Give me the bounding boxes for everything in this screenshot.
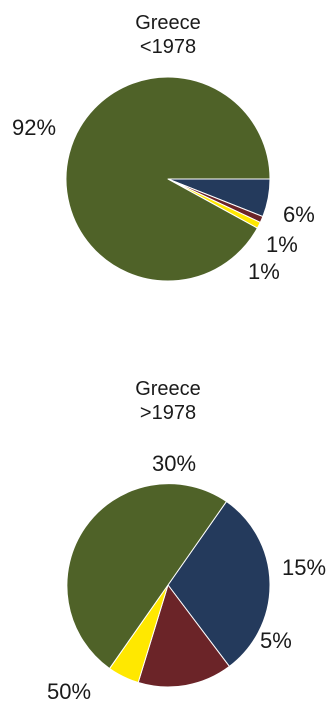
pie-slice-green [65,76,271,282]
pie-slice-maroon [137,584,230,688]
pie-svg [66,483,271,688]
pie-svg [65,76,271,282]
pie-chart-after-1978: Greece >1978 30% 15% 5% 50% [0,370,336,705]
chart-title-line-2: <1978 [139,36,197,58]
chart-title-line-1: Greece [135,12,201,34]
slice-label-maroon: 1% [266,232,298,257]
slice-label-navy: 6% [283,202,315,227]
slice-label-maroon: 15% [282,555,327,580]
slice-label-yellow: 5% [260,628,292,653]
slice-label-green: 50% [47,679,92,704]
pie-slice-navy [167,500,271,667]
chart-title-line-1: Greece [135,378,201,400]
chart-title-line-2: >1978 [139,402,197,424]
slice-label-yellow: 1% [248,259,280,284]
slice-label-green: 92% [12,115,57,140]
pie-slice-green [66,483,227,670]
slice-label-navy: 30% [152,451,197,476]
pie-chart-before-1978: Greece <1978 92% 6% 1% 1% [0,0,336,330]
